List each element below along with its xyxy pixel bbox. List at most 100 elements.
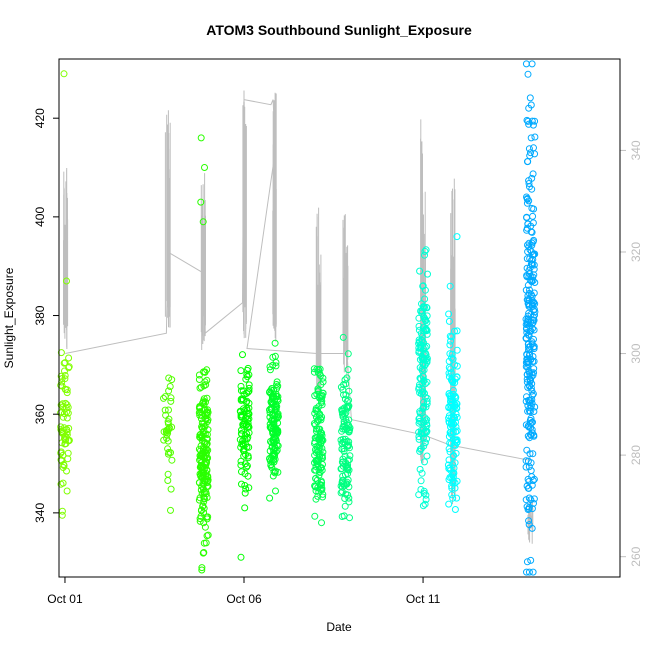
data-point [344, 350, 352, 358]
data-point [61, 435, 68, 443]
data-point [453, 477, 461, 485]
data-point [268, 458, 276, 466]
data-point [317, 477, 325, 485]
data-point [319, 493, 327, 501]
data-point [165, 406, 172, 414]
data-point [200, 519, 208, 527]
data-point [450, 469, 458, 477]
data-point [524, 484, 532, 492]
data-point [272, 359, 280, 366]
data-point [418, 385, 426, 393]
data-point [198, 566, 206, 574]
data-point [312, 434, 320, 442]
y-tick-label: 400 [33, 207, 47, 227]
data-point [526, 416, 534, 424]
data-point [266, 366, 274, 374]
data-point [237, 461, 245, 469]
data-point [269, 430, 277, 437]
data-point [525, 517, 533, 525]
data-point [196, 515, 204, 523]
data-point [416, 364, 424, 372]
data-point [165, 448, 173, 456]
data-point [238, 440, 246, 448]
data-point [450, 420, 458, 428]
data-point [529, 121, 537, 129]
data-point [527, 149, 534, 157]
data-point [341, 452, 349, 460]
data-point [448, 377, 456, 384]
data-point [423, 304, 431, 312]
y2-tick-label: 320 [629, 242, 643, 262]
data-point [419, 372, 427, 380]
data-point [340, 391, 347, 399]
data-point [245, 443, 253, 451]
data-point [196, 452, 204, 460]
data-point [448, 484, 456, 492]
data-point [453, 494, 461, 502]
data-point [525, 396, 533, 404]
data-point [417, 390, 425, 398]
data-point [418, 336, 426, 344]
data-point [244, 364, 252, 372]
data-point [445, 456, 453, 464]
data-point [197, 447, 205, 455]
data-point [340, 447, 348, 455]
data-point [340, 381, 348, 389]
data-point [202, 398, 209, 406]
data-point [530, 432, 538, 440]
data-point [199, 502, 207, 510]
y-tick-label: 360 [33, 404, 47, 424]
data-point [416, 356, 424, 364]
data-point [525, 343, 532, 351]
data-point [337, 436, 345, 444]
data-point [423, 378, 431, 386]
data-point [526, 370, 534, 378]
data-point [422, 491, 430, 499]
data-point [524, 506, 532, 513]
data-point [524, 117, 532, 125]
data-point [312, 495, 320, 503]
data-point [525, 568, 533, 576]
data-point [529, 568, 537, 576]
data-point [238, 480, 245, 488]
data-point [448, 333, 456, 341]
data-point [243, 405, 251, 413]
data-point [241, 482, 249, 489]
data-point [245, 484, 253, 492]
y2-tick-label: 300 [629, 343, 643, 363]
data-point [420, 313, 428, 321]
data-point [200, 368, 207, 376]
data-point [167, 506, 174, 514]
data-point [447, 365, 455, 373]
data-point [420, 377, 428, 385]
data-point [245, 415, 253, 423]
data-point [62, 385, 70, 393]
data-point [57, 423, 65, 431]
data-point [451, 436, 459, 444]
secondary-spike [242, 90, 247, 339]
data-point [419, 282, 427, 290]
data-point [59, 464, 67, 471]
data-point [162, 428, 170, 436]
data-point [57, 381, 65, 389]
data-point [204, 531, 212, 539]
data-point [423, 416, 431, 424]
data-point [164, 470, 172, 478]
data-point [319, 490, 327, 498]
data-point [271, 444, 279, 452]
data-point [525, 145, 533, 153]
data-point [423, 435, 431, 443]
data-point [531, 117, 539, 125]
data-point [237, 367, 245, 375]
data-point [529, 477, 537, 484]
data-point [237, 382, 245, 390]
data-point [57, 349, 65, 357]
data-point [344, 366, 352, 374]
data-point [446, 282, 454, 290]
data-point [195, 479, 203, 487]
data-point [271, 452, 279, 460]
data-points-layer [57, 60, 539, 576]
axes-layer: 340 360 380 400 420 260 280 300 320 340 Oct 01 Oct … [33, 108, 643, 606]
data-point [344, 463, 351, 471]
secondary-spike [200, 173, 206, 350]
